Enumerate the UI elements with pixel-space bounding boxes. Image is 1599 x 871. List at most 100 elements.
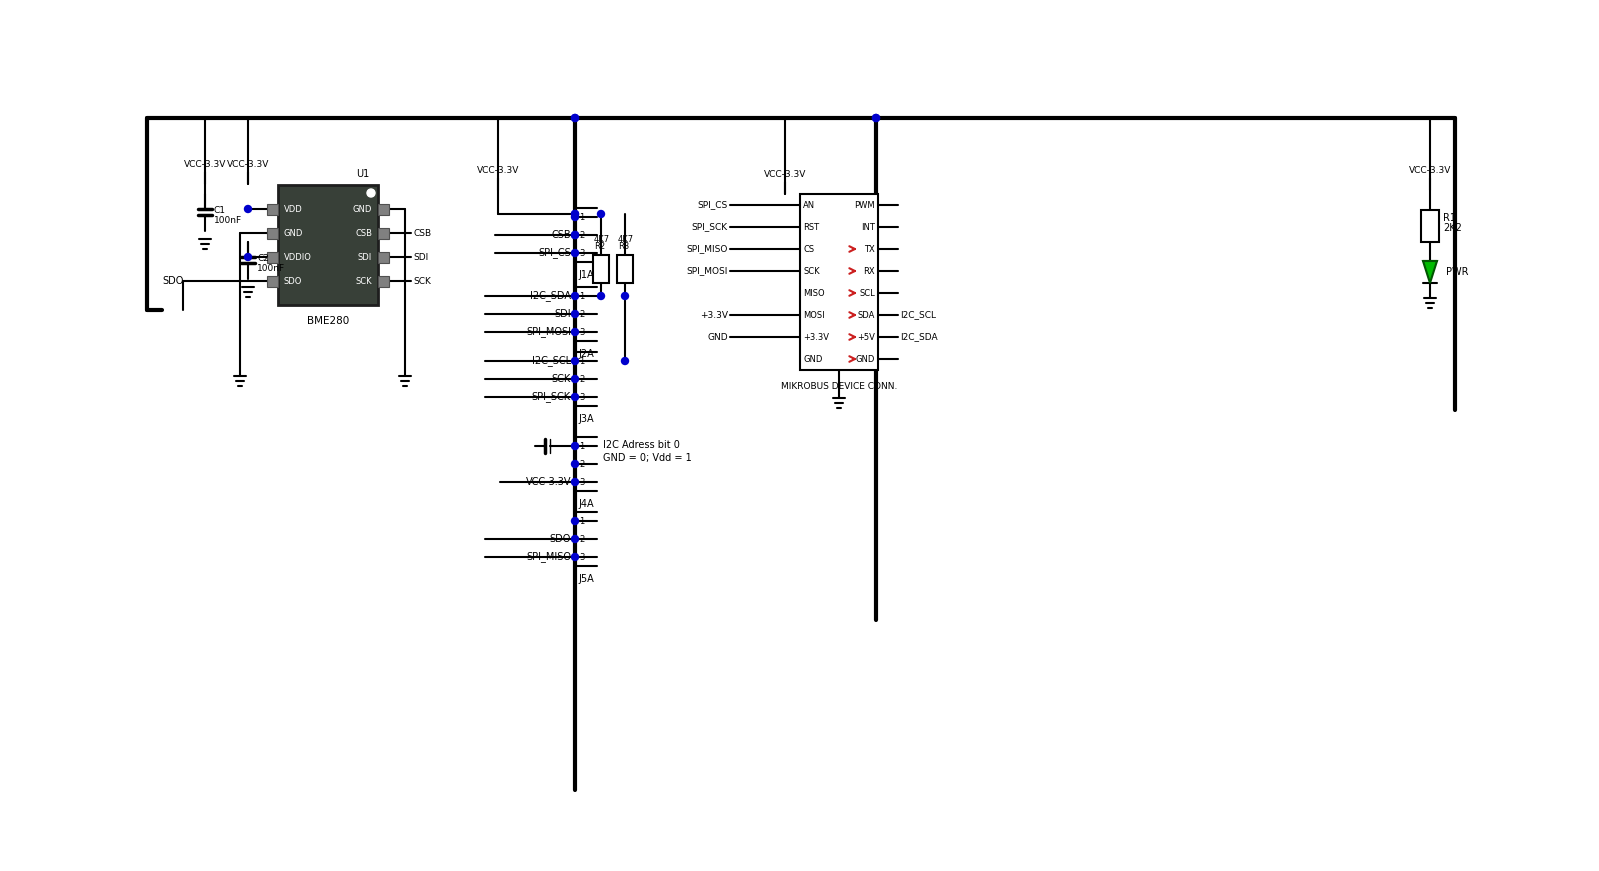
Text: 1: 1: [579, 213, 584, 221]
Text: J3A: J3A: [577, 414, 593, 424]
Bar: [267, 275, 278, 287]
Text: 2: 2: [579, 231, 584, 240]
Text: J4A: J4A: [577, 499, 593, 509]
Text: GND: GND: [285, 228, 304, 238]
Text: SCK: SCK: [552, 374, 571, 384]
Circle shape: [571, 517, 579, 524]
Text: GND: GND: [707, 333, 728, 341]
Text: 3: 3: [579, 477, 584, 487]
Text: VDD: VDD: [285, 205, 302, 213]
Bar: [593, 255, 609, 283]
Text: RX: RX: [863, 267, 875, 275]
Text: 1: 1: [579, 442, 584, 450]
Circle shape: [598, 211, 604, 218]
Text: CSB: CSB: [552, 230, 571, 240]
Bar: [800, 194, 878, 370]
Text: MIKROBUS DEVICE CONN.: MIKROBUS DEVICE CONN.: [780, 382, 897, 391]
Bar: [377, 252, 389, 262]
Text: J2A: J2A: [577, 349, 593, 359]
Text: 4K7: 4K7: [617, 235, 635, 244]
Text: SDO: SDO: [285, 276, 302, 286]
Text: SCK: SCK: [413, 276, 430, 286]
Text: SPI_MOSI: SPI_MOSI: [686, 267, 728, 275]
Bar: [617, 255, 633, 283]
Text: 2: 2: [579, 309, 584, 319]
Text: PWR: PWR: [1445, 267, 1468, 277]
Text: GND: GND: [803, 354, 822, 363]
Text: 100nF: 100nF: [214, 215, 241, 225]
Text: I2C Adress bit 0: I2C Adress bit 0: [603, 440, 680, 450]
Text: GND = 0; Vdd = 1: GND = 0; Vdd = 1: [603, 453, 692, 463]
Bar: [377, 275, 389, 287]
Circle shape: [571, 114, 579, 121]
Polygon shape: [1423, 261, 1438, 283]
Circle shape: [873, 114, 879, 121]
Text: MISO: MISO: [803, 288, 825, 298]
Circle shape: [368, 189, 376, 197]
Circle shape: [571, 461, 579, 468]
Bar: [377, 227, 389, 239]
Text: PWM: PWM: [854, 200, 875, 210]
Circle shape: [245, 253, 251, 260]
Text: C1: C1: [214, 206, 225, 214]
Text: SDI: SDI: [555, 309, 571, 319]
Text: I2C_SCL: I2C_SCL: [532, 355, 571, 367]
Text: 4K7: 4K7: [593, 235, 611, 244]
Text: 2K2: 2K2: [1442, 223, 1461, 233]
Text: MOSI: MOSI: [803, 310, 825, 320]
Text: 2: 2: [579, 535, 584, 544]
Circle shape: [245, 206, 251, 213]
Text: RST: RST: [803, 222, 819, 232]
Text: SPI_CS: SPI_CS: [697, 200, 728, 210]
Text: +3.3V: +3.3V: [803, 333, 828, 341]
Text: SDA: SDA: [857, 310, 875, 320]
Text: GND: GND: [353, 205, 373, 213]
Text: GND: GND: [855, 354, 875, 363]
Text: SPI_CS: SPI_CS: [539, 247, 571, 259]
Text: 1: 1: [579, 356, 584, 366]
Text: +3.3V: +3.3V: [700, 310, 728, 320]
Bar: [267, 204, 278, 214]
Circle shape: [571, 232, 579, 239]
Bar: [267, 227, 278, 239]
Circle shape: [571, 293, 579, 300]
Text: SPI_MISO: SPI_MISO: [686, 245, 728, 253]
Circle shape: [571, 328, 579, 335]
Circle shape: [571, 553, 579, 561]
Text: VCC-3.3V: VCC-3.3V: [764, 170, 806, 179]
Circle shape: [571, 394, 579, 401]
Text: I2C_SCL: I2C_SCL: [900, 310, 935, 320]
Text: SCL: SCL: [859, 288, 875, 298]
Text: CSB: CSB: [355, 228, 373, 238]
Text: 3: 3: [579, 327, 584, 336]
Text: VCC-3.3V: VCC-3.3V: [477, 166, 520, 175]
Text: SPI_SCK: SPI_SCK: [692, 222, 728, 232]
Text: SCK: SCK: [355, 276, 373, 286]
Bar: [267, 252, 278, 262]
Text: CSB: CSB: [413, 228, 432, 238]
Circle shape: [571, 114, 579, 121]
Text: TX: TX: [863, 245, 875, 253]
Text: 3: 3: [579, 393, 584, 402]
Circle shape: [571, 536, 579, 543]
Circle shape: [571, 442, 579, 449]
Circle shape: [873, 114, 879, 121]
Circle shape: [598, 293, 604, 300]
Text: INT: INT: [862, 222, 875, 232]
Text: SPI_MOSI: SPI_MOSI: [526, 327, 571, 337]
Text: AN: AN: [803, 200, 815, 210]
Circle shape: [622, 293, 628, 300]
Text: SCK: SCK: [803, 267, 820, 275]
Bar: [278, 185, 377, 305]
Text: 3: 3: [579, 248, 584, 258]
Circle shape: [571, 478, 579, 485]
Text: BME280: BME280: [307, 316, 349, 326]
Text: 1: 1: [579, 292, 584, 300]
Circle shape: [571, 249, 579, 256]
Text: J1A: J1A: [577, 270, 593, 280]
Text: VCC-3.3V: VCC-3.3V: [1409, 166, 1452, 175]
Text: SDO: SDO: [161, 276, 184, 286]
Text: 100nF: 100nF: [257, 264, 285, 273]
Text: VCC-3.3V: VCC-3.3V: [227, 160, 269, 169]
Text: I2C_SDA: I2C_SDA: [529, 291, 571, 301]
